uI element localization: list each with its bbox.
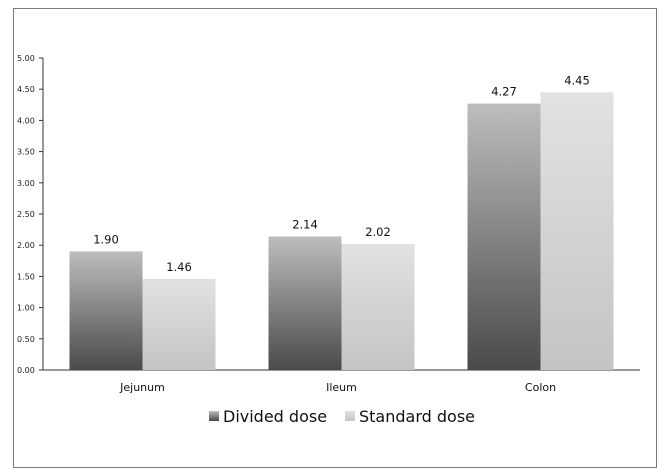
y-tick-label: 3.50: [17, 148, 35, 157]
legend-swatch: [345, 411, 355, 421]
y-tick-label: 2.00: [17, 241, 35, 250]
data-label: 2.02: [365, 225, 391, 239]
legend-label: Standard dose: [359, 407, 475, 426]
bar-divided-dose: [467, 103, 541, 370]
y-tick-label: 5.00: [17, 54, 35, 63]
category-label: Colon: [525, 381, 556, 394]
y-tick-label: 3.00: [17, 179, 35, 188]
data-labels: 1.90 1.46 2.14 2.02 4.27 4.45: [93, 73, 590, 274]
legend-label: Divided dose: [223, 407, 327, 426]
category-label: Jejunum: [119, 381, 165, 394]
y-tick-label: 0.50: [17, 335, 35, 344]
y-tick-label: 1.00: [17, 304, 35, 313]
legend-swatch: [209, 411, 219, 421]
y-tick-label: 4.50: [17, 85, 35, 94]
legend: Divided dose Standard dose: [209, 407, 475, 426]
bar-standard-dose: [540, 92, 614, 370]
data-label: 2.14: [292, 217, 318, 231]
y-tick-label: 4.00: [17, 116, 35, 125]
data-label: 4.27: [491, 85, 517, 99]
bar-divided-dose: [69, 251, 143, 370]
legend-divided-dose: Divided dose: [209, 407, 327, 426]
data-label: 1.46: [166, 260, 192, 274]
bars: [69, 92, 614, 370]
y-tick-label: 0.00: [17, 366, 35, 375]
data-label: 1.90: [93, 232, 119, 246]
category-labels: Jejunum Ileum Colon: [119, 381, 556, 394]
bar-standard-dose: [341, 243, 415, 370]
data-label: 4.45: [564, 73, 590, 87]
legend-standard-dose: Standard dose: [345, 407, 475, 426]
y-tick-label: 2.50: [17, 210, 35, 219]
bar-standard-dose: [142, 278, 216, 370]
y-tick-label: 1.50: [17, 272, 35, 281]
bar-divided-dose: [268, 236, 342, 370]
category-label: Ileum: [326, 381, 357, 394]
